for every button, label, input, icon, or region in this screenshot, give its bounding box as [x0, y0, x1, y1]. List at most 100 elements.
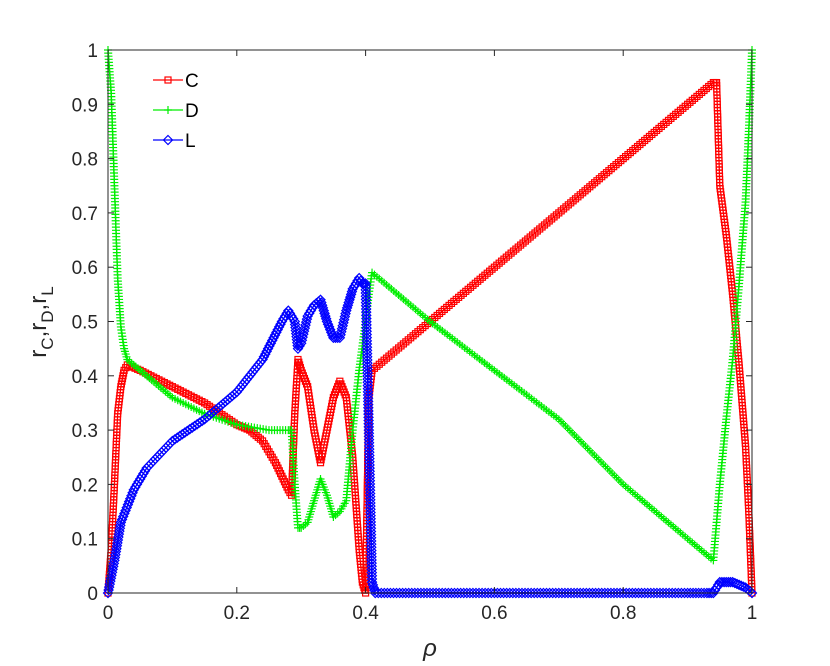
- data-point-L: [367, 579, 379, 591]
- data-point-C: [626, 148, 634, 157]
- data-point-L: [698, 587, 710, 599]
- data-point-C: [455, 293, 463, 301]
- y-axis-label-r3: ,r: [25, 296, 52, 311]
- legend-label-L: L: [185, 131, 196, 152]
- data-point-L: [318, 305, 330, 316]
- data-point-C: [471, 279, 479, 287]
- data-point-C: [474, 277, 482, 285]
- data-point-C: [648, 130, 656, 139]
- data-point-L: [289, 316, 301, 327]
- data-point-C: [705, 82, 713, 91]
- data-point-C: [600, 171, 608, 179]
- data-point-C: [545, 217, 553, 225]
- data-point-C: [533, 227, 541, 235]
- data-point-C: [569, 197, 577, 205]
- data-point-C: [502, 253, 510, 261]
- data-point-C: [536, 225, 544, 233]
- data-point-C: [595, 175, 603, 183]
- y-axis-label-r2: ,r: [25, 323, 52, 338]
- data-point-C: [505, 251, 513, 259]
- series-layer: [102, 46, 758, 599]
- data-point-L: [352, 275, 363, 287]
- data-point-C: [528, 231, 537, 239]
- data-point-L: [316, 299, 328, 311]
- y-tick-label: 0.7: [72, 204, 98, 225]
- data-point-C: [488, 265, 496, 273]
- data-point-C: [605, 167, 613, 175]
- y-axis-label-sub-d: D: [38, 310, 57, 322]
- data-point-C: [538, 223, 546, 231]
- data-point-C: [493, 261, 501, 269]
- data-point-C: [681, 102, 689, 110]
- y-axis-label-sub-c: C: [38, 337, 57, 349]
- y-tick-label: 0.4: [72, 367, 99, 388]
- x-tick-label: 0.6: [481, 603, 507, 624]
- data-point-L: [317, 302, 329, 314]
- x-tick-label: 0: [103, 603, 114, 624]
- data-point-C: [507, 249, 515, 257]
- y-axis-label-r1: r: [25, 350, 52, 358]
- data-point-C: [700, 86, 708, 95]
- data-point-C: [586, 183, 594, 191]
- data-point-C: [490, 263, 498, 271]
- data-point-L: [321, 316, 333, 327]
- data-point-C: [557, 207, 565, 215]
- data-point-L: [322, 318, 334, 330]
- data-point-C: [669, 112, 677, 120]
- data-point-C: [614, 159, 623, 167]
- data-point-C: [509, 247, 518, 255]
- y-axis-label-sub-l: L: [38, 286, 57, 295]
- data-point-L: [746, 587, 758, 599]
- data-point-C: [617, 157, 625, 165]
- x-tick-label: 0.8: [610, 603, 636, 624]
- data-point-L: [320, 313, 332, 325]
- x-tick-label: 1: [747, 603, 758, 624]
- x-axis-label: ρ: [422, 635, 437, 662]
- data-point-C: [552, 211, 561, 219]
- legend-marker-C: [164, 76, 172, 84]
- data-point-C: [524, 235, 532, 243]
- data-point-L: [366, 570, 378, 582]
- data-point-L: [738, 581, 749, 593]
- data-point-C: [450, 297, 458, 305]
- data-point-C: [691, 94, 699, 102]
- data-point-L: [320, 310, 331, 322]
- data-point-L: [291, 337, 303, 348]
- data-point-C: [500, 255, 508, 263]
- data-point-C: [610, 163, 618, 171]
- data-point-L: [319, 308, 330, 319]
- data-point-C: [433, 311, 441, 320]
- data-point-C: [495, 259, 503, 267]
- data-point-C: [576, 191, 584, 199]
- data-point-C: [662, 118, 670, 127]
- data-point-C: [481, 271, 489, 279]
- data-point-L: [289, 319, 301, 330]
- data-point-L: [358, 278, 370, 289]
- data-point-C: [643, 134, 651, 143]
- y-tick-label: 1: [87, 41, 98, 62]
- y-tick-label: 0.5: [72, 313, 98, 334]
- data-point-C: [440, 305, 448, 314]
- data-point-C: [695, 90, 703, 99]
- legend-item-L: L: [153, 131, 196, 152]
- data-point-C: [540, 221, 549, 229]
- data-point-L: [310, 298, 322, 309]
- legend-marker-D: [164, 106, 172, 114]
- data-point-C: [698, 88, 706, 97]
- data-point-C: [564, 201, 572, 209]
- data-point-C: [688, 96, 696, 104]
- data-point-C: [447, 299, 456, 307]
- data-point-C: [679, 104, 687, 112]
- y-tick-label: 0.2: [72, 475, 98, 496]
- data-point-C: [652, 126, 661, 135]
- legend-marker-L: [162, 134, 174, 146]
- data-point-C: [478, 273, 487, 281]
- data-point-C: [579, 189, 587, 197]
- data-point-C: [650, 128, 658, 137]
- data-point-C: [672, 110, 680, 118]
- data-point-C: [548, 215, 556, 223]
- data-point-L: [290, 325, 302, 336]
- data-point-C: [562, 203, 570, 211]
- data-point-C: [517, 241, 525, 249]
- legend-label-D: D: [185, 101, 199, 122]
